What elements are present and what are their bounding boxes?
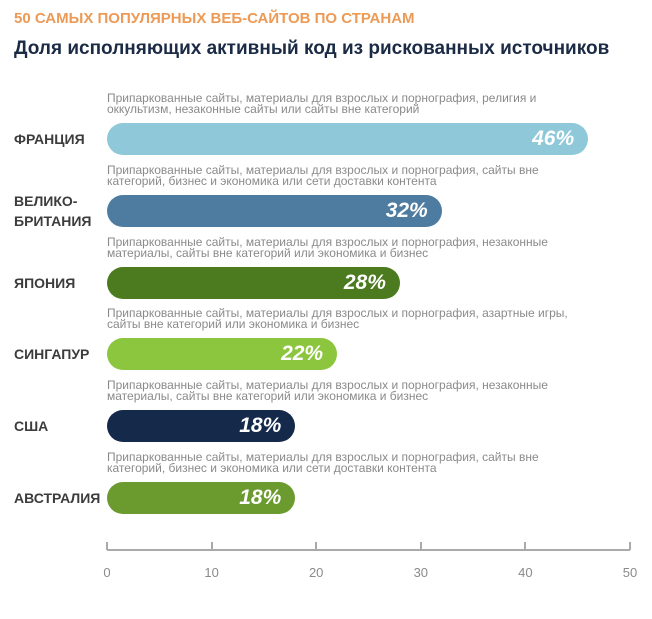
category-label: СИНГАПУР — [14, 346, 90, 363]
value-label: 32% — [385, 198, 428, 222]
tick-mark — [629, 542, 631, 550]
value-label: 18% — [239, 486, 282, 509]
value-label: 18% — [239, 414, 282, 438]
tick-mark — [419, 542, 422, 550]
bar-description: Припаркованные сайты, материалы для взро… — [107, 450, 539, 475]
x-tick-label: 30 — [413, 565, 429, 580]
x-tick-label: 40 — [518, 565, 533, 580]
x-tick-label: 20 — [308, 565, 324, 580]
tick-mark — [106, 542, 108, 550]
bar — [107, 266, 400, 299]
bar — [107, 482, 296, 514]
x-tick-label: 50 — [622, 565, 638, 580]
bar — [107, 338, 338, 371]
category-label: ЯПОНИЯ — [14, 274, 76, 291]
bar — [107, 194, 442, 227]
value-label: 22% — [281, 342, 324, 366]
value-label: 28% — [343, 270, 386, 294]
x-axis-line — [107, 549, 630, 551]
tick-mark — [210, 542, 213, 550]
bar-description: Припаркованные сайты, материалы для взро… — [107, 378, 548, 404]
chart-subtitle: Доля исполняющих активный код из рискова… — [14, 38, 610, 59]
x-tick-label: 10 — [204, 565, 219, 580]
bar-description: Припаркованные сайты, материалы для взро… — [107, 91, 537, 116]
bar-description: Припаркованные сайты, материалы для взро… — [107, 162, 539, 188]
category-label: США — [14, 418, 49, 435]
tick-mark — [315, 542, 318, 550]
category-label: АВСТРАЛИЯ — [14, 490, 101, 506]
bar — [107, 123, 589, 155]
bar — [107, 410, 296, 443]
category-label: ФРАНЦИЯ — [14, 131, 85, 147]
chart-title: 50 САМЫХ ПОПУЛЯРНЫХ ВЕБ-САЙТОВ ПО СТРАНА… — [14, 10, 415, 27]
bar-description: Припаркованные сайты, материалы для взро… — [107, 234, 548, 260]
x-tick-label: 0 — [103, 565, 111, 580]
tick-mark — [524, 542, 527, 550]
bar-description: Припаркованные сайты, материалы для взро… — [107, 306, 568, 332]
value-label: 46% — [532, 127, 575, 150]
category-label: ВЕЛИКО- БРИТАНИЯ — [14, 192, 92, 229]
